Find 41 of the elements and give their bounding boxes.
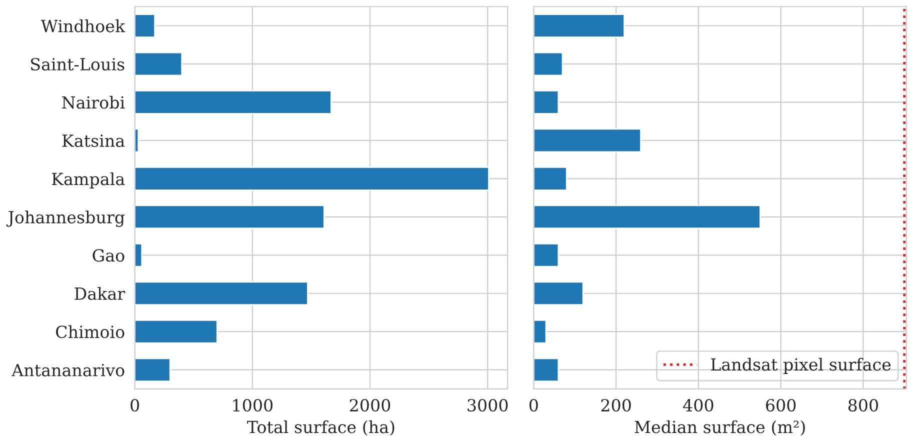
y-tick-label: Saint-Louis [31, 58, 124, 71]
ref-line-label: Landsat pixel surface [711, 358, 891, 374]
y-tick-label: Antananarivo [12, 364, 124, 376]
x-tick-label: 2000 [350, 398, 390, 412]
x-axis-title: Total surface (ha) [247, 420, 394, 436]
y-tick-label: Katsina [62, 134, 125, 148]
bar [534, 319, 547, 344]
x-tick-label: 600 [766, 398, 796, 412]
x-tick-label: 400 [683, 398, 714, 412]
x-tick-label: 200 [601, 398, 631, 412]
bar [534, 281, 584, 306]
y-tick-label: Nairobi [62, 96, 125, 109]
bar [134, 281, 308, 306]
x-axis-title: Median surface (m²) [634, 420, 805, 436]
bar [134, 319, 218, 344]
x-tick-label: 0 [130, 398, 140, 412]
bar [534, 52, 564, 76]
bar [134, 166, 490, 191]
x-tick-label: 3000 [468, 398, 508, 412]
x-tick-label: 1000 [233, 398, 273, 412]
y-tick-label: Windhoek [40, 19, 126, 32]
y-tick-label: Dakar [74, 287, 126, 300]
bar [534, 128, 642, 153]
bar [534, 358, 560, 382]
bar [134, 204, 325, 230]
bar [534, 242, 560, 268]
bar [134, 242, 143, 268]
bar [534, 204, 761, 230]
bar [534, 166, 568, 191]
y-tick-label: Kampala [52, 172, 125, 188]
bar [134, 90, 332, 114]
bar [134, 52, 183, 76]
x-tick-label: 800 [848, 398, 878, 412]
y-tick-label: Chimoio [56, 325, 124, 338]
x-tick-label: 0 [529, 398, 538, 412]
bar [134, 14, 156, 38]
bar [134, 358, 171, 382]
bar [534, 90, 560, 114]
bar [534, 14, 625, 38]
y-tick-label: Johannesburg [6, 210, 125, 227]
y-tick-label: Gao [92, 249, 124, 262]
